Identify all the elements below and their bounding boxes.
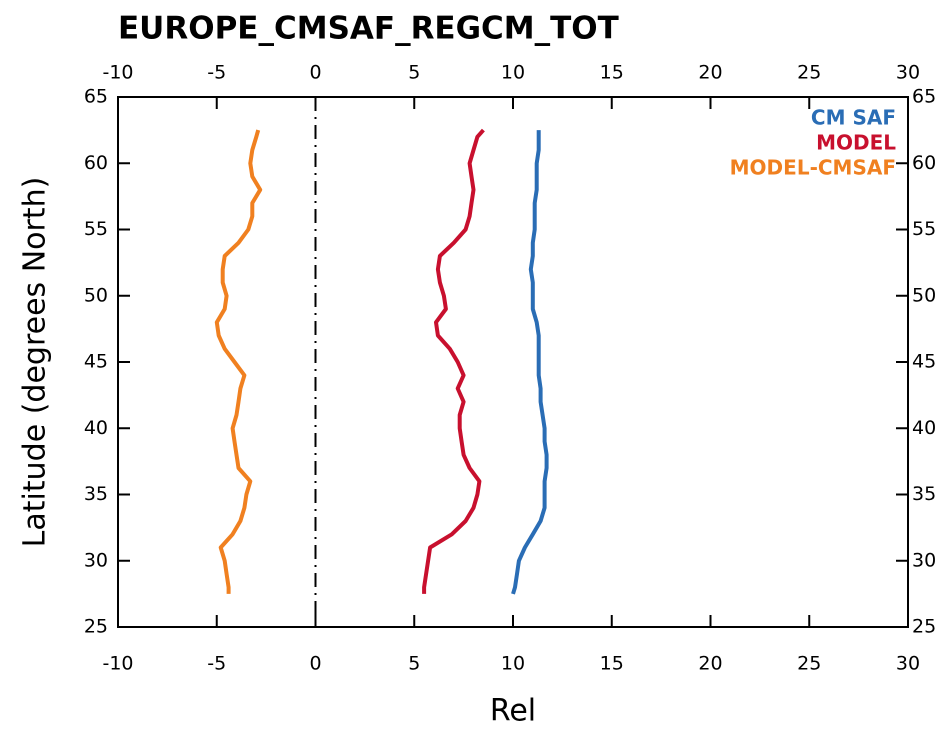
legend-entry: MODEL-CMSAF xyxy=(730,156,896,180)
x-tick-label: 20 xyxy=(698,653,722,675)
x-tick-label-top: 0 xyxy=(309,62,321,84)
y-tick-label-right: 60 xyxy=(912,152,936,174)
y-tick-label-right: 55 xyxy=(912,218,936,240)
x-tick-label-top: 15 xyxy=(600,62,624,84)
x-tick-label-top: 5 xyxy=(408,62,420,84)
y-tick-label: 35 xyxy=(84,483,108,505)
x-tick-label-top: -10 xyxy=(102,62,133,84)
x-tick-label: 10 xyxy=(501,653,525,675)
y-tick-label-right: 25 xyxy=(912,616,936,638)
x-tick-label: -5 xyxy=(207,653,226,675)
y-tick-label: 45 xyxy=(84,351,108,373)
y-tick-label-right: 65 xyxy=(912,86,936,108)
x-tick-label: 25 xyxy=(797,653,821,675)
y-tick-label: 65 xyxy=(84,86,108,108)
y-axis-label: Latitude (degrees North) xyxy=(18,177,53,548)
y-tick-label-right: 45 xyxy=(912,351,936,373)
x-tick-label-top: 20 xyxy=(698,62,722,84)
y-tick-label: 30 xyxy=(84,549,108,571)
data-line xyxy=(511,130,549,595)
chart-title: EUROPE_CMSAF_REGCM_TOT xyxy=(118,11,619,47)
x-tick-label-top: 25 xyxy=(797,62,821,84)
x-tick-label: 5 xyxy=(408,653,420,675)
x-tick-label: 15 xyxy=(600,653,624,675)
x-tick-label-top: 30 xyxy=(896,62,920,84)
y-tick-label-right: 40 xyxy=(912,417,936,439)
legend-entry: MODEL xyxy=(816,131,896,155)
x-tick-label: 30 xyxy=(896,653,920,675)
y-tick-label: 55 xyxy=(84,218,108,240)
x-axis-label: Rel xyxy=(490,694,536,729)
x-tick-label-top: -5 xyxy=(207,62,226,84)
x-tick-label: 0 xyxy=(309,653,321,675)
x-tick-label-top: 10 xyxy=(501,62,525,84)
data-line xyxy=(422,128,485,594)
y-tick-label: 50 xyxy=(84,284,108,306)
y-tick-label: 25 xyxy=(84,616,108,638)
y-tick-label-right: 30 xyxy=(912,549,936,571)
y-tick-label: 60 xyxy=(84,152,108,174)
y-tick-label-right: 35 xyxy=(912,483,936,505)
x-tick-label: -10 xyxy=(102,653,133,675)
y-tick-label: 40 xyxy=(84,417,108,439)
legend-entry: CM SAF xyxy=(811,106,896,130)
data-line xyxy=(214,129,263,594)
y-tick-label-right: 50 xyxy=(912,284,936,306)
